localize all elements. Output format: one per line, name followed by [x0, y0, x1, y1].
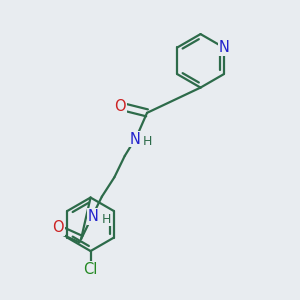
Text: H: H [143, 135, 153, 148]
Text: O: O [52, 220, 64, 236]
Text: H: H [102, 213, 111, 226]
Text: N: N [130, 131, 141, 146]
Text: N: N [88, 209, 98, 224]
Text: O: O [115, 98, 126, 113]
Text: Cl: Cl [83, 262, 98, 277]
Text: N: N [218, 40, 229, 55]
